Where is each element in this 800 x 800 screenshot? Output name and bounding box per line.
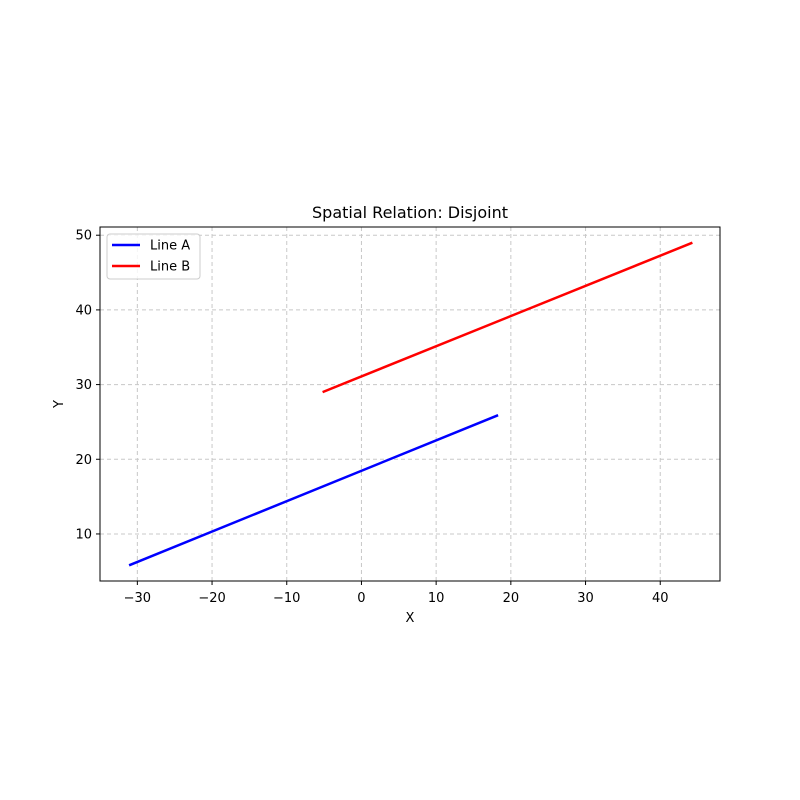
x-tick-label: −20 xyxy=(198,591,225,606)
y-tick-label: 30 xyxy=(75,378,92,393)
x-tick-label: 10 xyxy=(428,591,445,606)
x-tick-label: 40 xyxy=(652,591,669,606)
legend: Line A Line B xyxy=(106,233,201,280)
legend-label-line-a: Line A xyxy=(150,239,190,254)
series-line-line-a xyxy=(128,414,499,567)
x-axis-label: X xyxy=(406,611,415,626)
chart-title: Spatial Relation: Disjoint xyxy=(312,203,508,222)
x-tick-label: −30 xyxy=(124,591,151,606)
grid-layer xyxy=(100,227,720,581)
series-line-line-b xyxy=(322,241,693,394)
y-tick-label: 50 xyxy=(75,229,92,244)
x-tick-label: 30 xyxy=(577,591,594,606)
x-tick-label: −10 xyxy=(273,591,300,606)
series-layer xyxy=(128,241,693,567)
y-tick-label: 40 xyxy=(75,303,92,318)
y-axis-label: Y xyxy=(52,400,67,409)
y-tick-label: 10 xyxy=(75,527,92,542)
y-tick-label: 20 xyxy=(75,453,92,468)
tick-layer: −30 −20 −10 0 10 20 30 40 10 20 30 40 50 xyxy=(75,229,668,606)
x-tick-label: 20 xyxy=(503,591,520,606)
plot-frame xyxy=(99,226,721,582)
x-tick-label: 0 xyxy=(357,591,365,606)
legend-label-line-b: Line B xyxy=(150,260,190,275)
